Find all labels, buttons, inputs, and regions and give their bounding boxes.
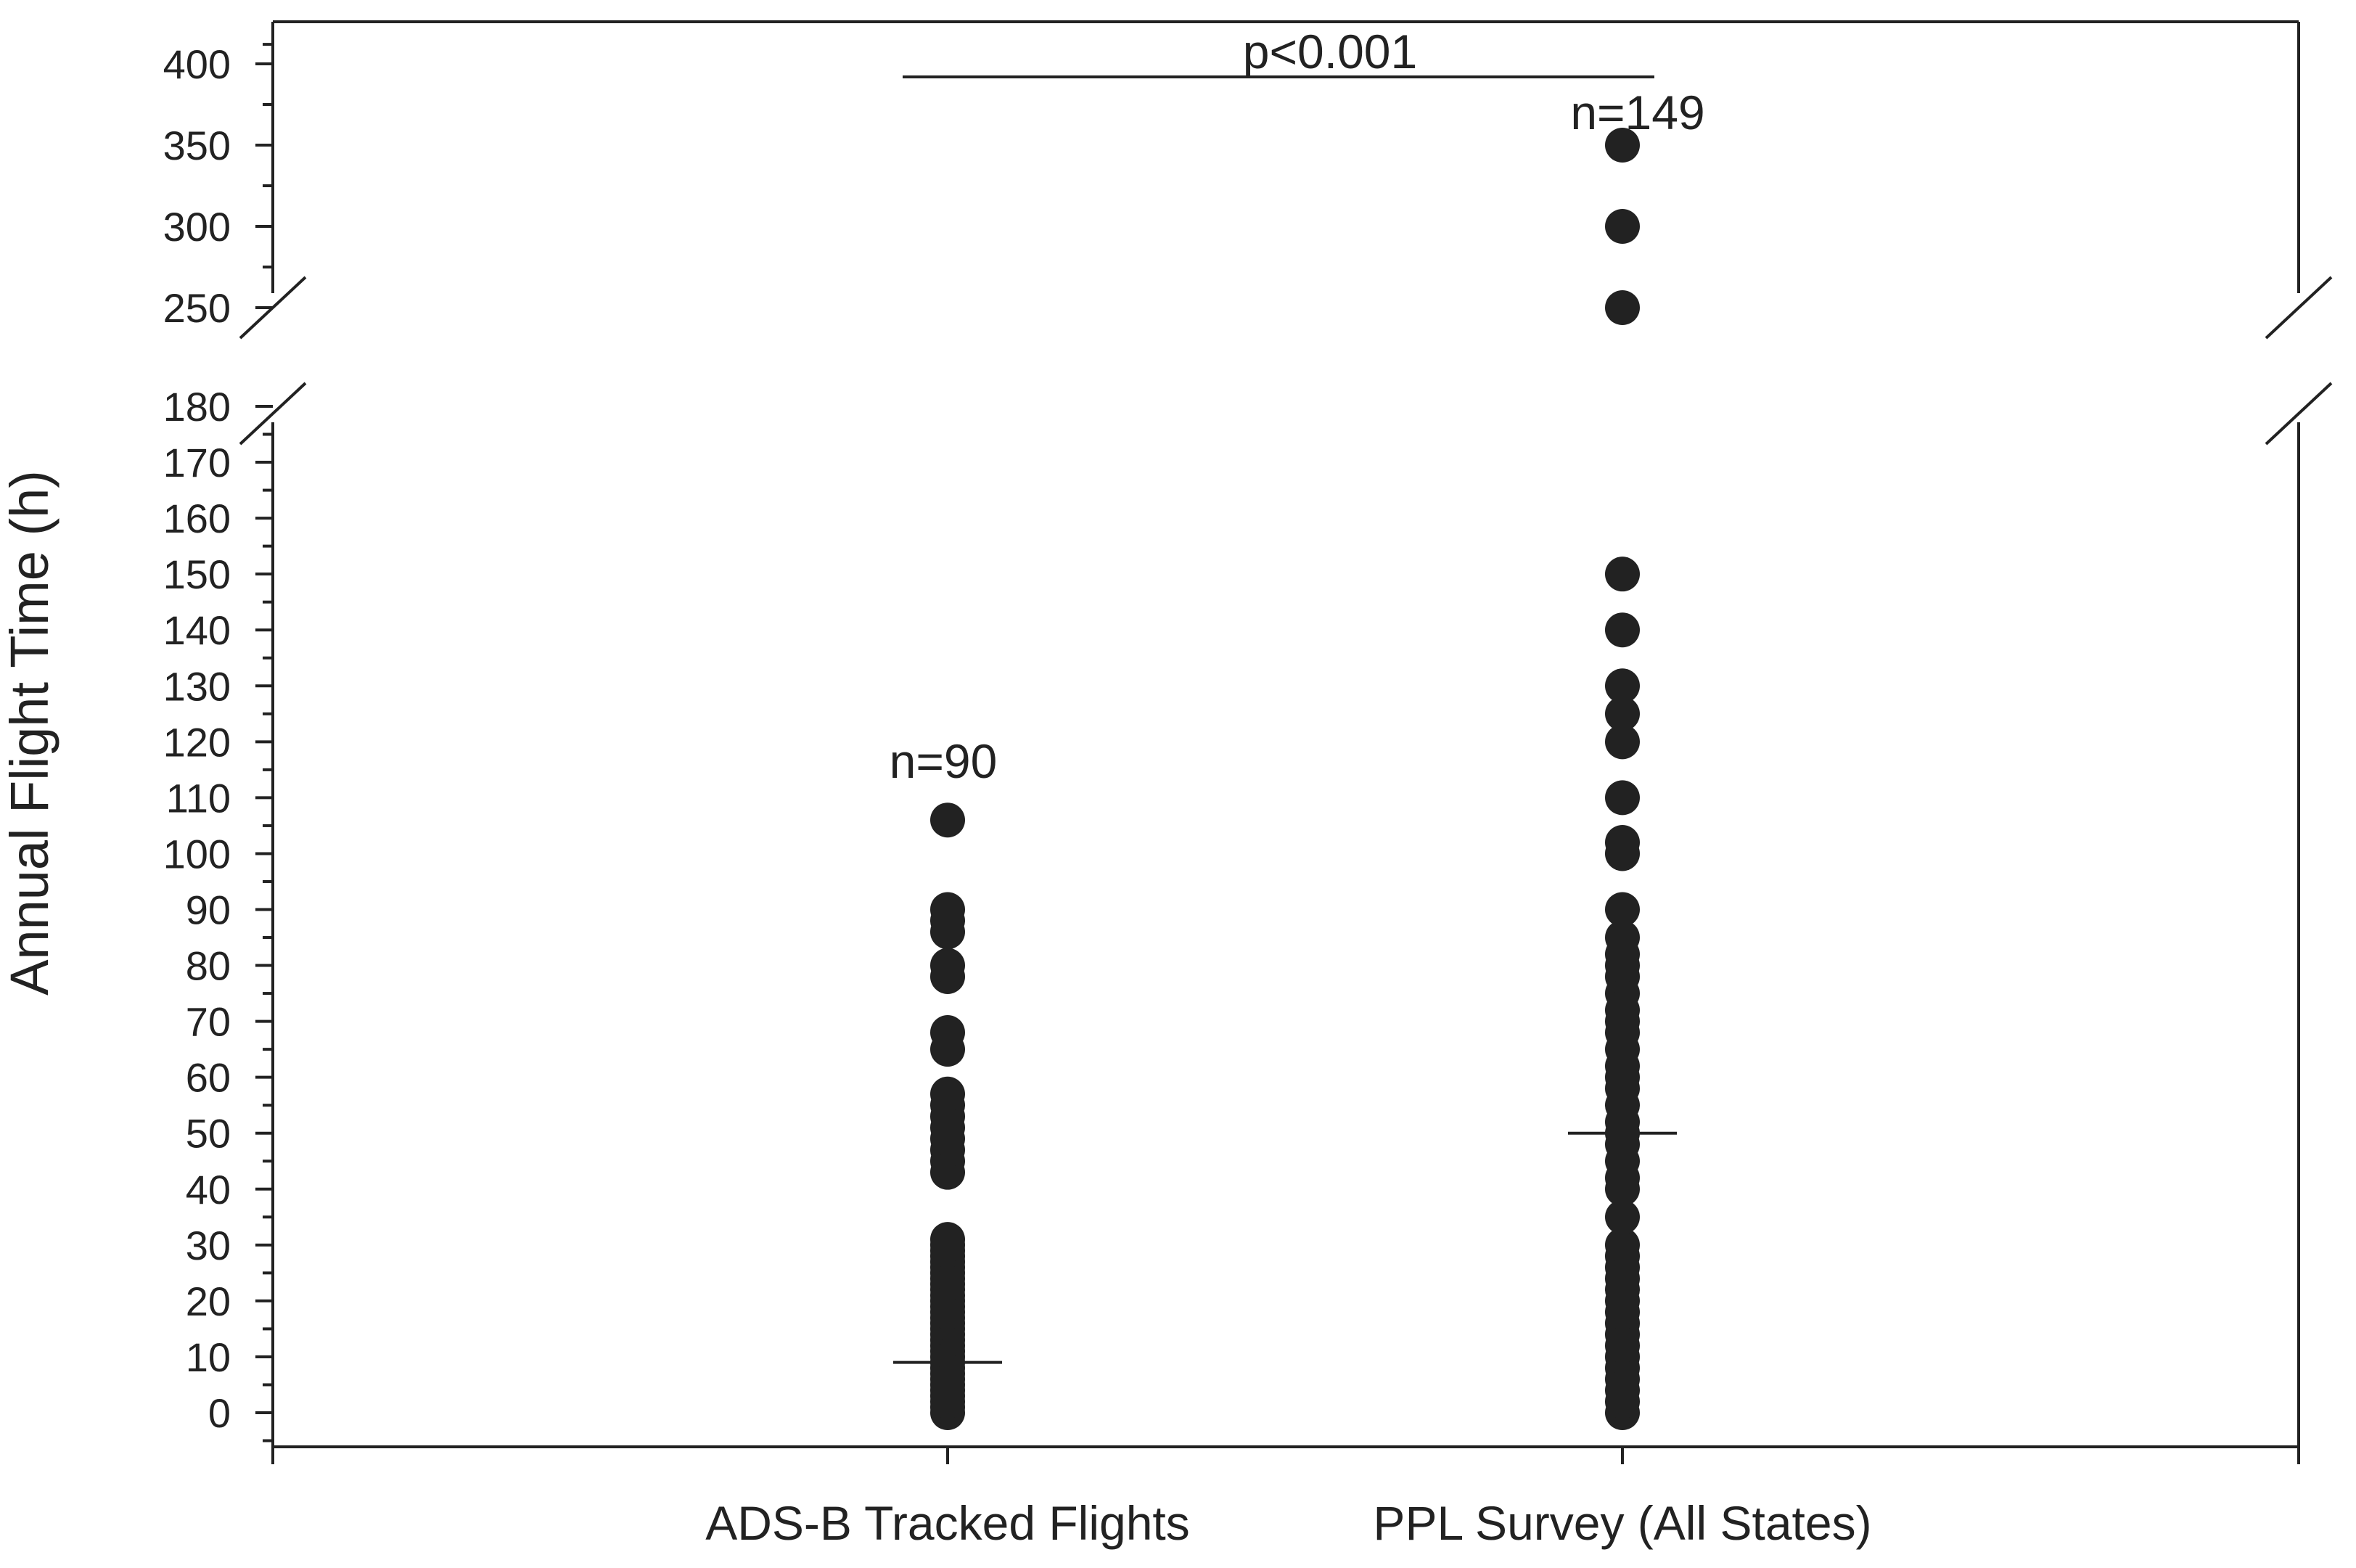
significance-label: p<0.001 bbox=[1243, 25, 1417, 78]
data-point bbox=[930, 1222, 965, 1257]
y-tick-label: 150 bbox=[163, 551, 231, 597]
y-tick-label: 140 bbox=[163, 607, 231, 653]
data-point bbox=[1605, 128, 1640, 163]
y-tick-label: 40 bbox=[186, 1167, 231, 1212]
data-points bbox=[930, 128, 1640, 1430]
y-tick-label: 0 bbox=[208, 1390, 231, 1436]
x-category-label-right: PPL Survey (All States) bbox=[1373, 1496, 1871, 1550]
data-point bbox=[1605, 557, 1640, 592]
data-point bbox=[1605, 668, 1640, 704]
median-lines bbox=[893, 1131, 1677, 1364]
data-point bbox=[1605, 612, 1640, 648]
y-tick-label: 100 bbox=[163, 831, 231, 877]
data-point bbox=[1605, 1227, 1640, 1263]
y-tick-label: 170 bbox=[163, 440, 231, 485]
y-tick-label: 60 bbox=[186, 1055, 231, 1101]
data-point bbox=[1605, 892, 1640, 927]
data-point bbox=[930, 1076, 965, 1112]
data-point bbox=[1605, 290, 1640, 325]
data-point bbox=[1605, 1199, 1640, 1235]
axis-break-left-lower bbox=[239, 382, 307, 446]
y-tick-label: 120 bbox=[163, 719, 231, 765]
data-point bbox=[1605, 209, 1640, 244]
y-tick-label: 300 bbox=[163, 204, 231, 250]
axis-break-right-lower bbox=[2265, 382, 2333, 446]
axis-break-marks bbox=[239, 276, 2333, 446]
y-tick-label: 180 bbox=[163, 384, 231, 430]
sample-size-right: n=149 bbox=[1570, 86, 1704, 139]
data-point bbox=[930, 948, 965, 983]
y-tick-label: 70 bbox=[186, 999, 231, 1045]
x-axis-ticks bbox=[271, 1447, 2300, 1464]
y-axis-title: Annual Flight Time (h) bbox=[0, 470, 59, 996]
data-point bbox=[930, 803, 965, 838]
y-tick-label: 50 bbox=[186, 1111, 231, 1157]
axis-break-right-upper bbox=[2265, 276, 2333, 340]
y-tick-label: 130 bbox=[163, 663, 231, 709]
data-point bbox=[1605, 696, 1640, 731]
y-tick-label: 400 bbox=[163, 41, 231, 87]
data-point bbox=[1605, 724, 1640, 760]
sample-size-left: n=90 bbox=[890, 734, 998, 788]
plot-frame bbox=[271, 20, 2300, 1448]
y-tick-label: 350 bbox=[163, 123, 231, 168]
x-category-label-left: ADS-B Tracked Flights bbox=[705, 1496, 1190, 1550]
y-tick-label: 160 bbox=[163, 496, 231, 541]
y-tick-label: 250 bbox=[163, 285, 231, 331]
data-point bbox=[1605, 920, 1640, 956]
y-tick-label: 10 bbox=[186, 1334, 231, 1380]
y-tick-label: 110 bbox=[166, 775, 231, 821]
data-point bbox=[1605, 825, 1640, 861]
y-axis-ticks: 0 10 20 30 40 50 60 70 80 90 100 110 120 130 140 150 160… bbox=[163, 41, 273, 1442]
y-tick-label: 90 bbox=[186, 887, 231, 933]
data-point bbox=[1605, 780, 1640, 816]
y-tick-label: 80 bbox=[186, 943, 231, 989]
data-point bbox=[930, 892, 965, 927]
y-tick-label: 30 bbox=[186, 1223, 231, 1268]
data-point bbox=[930, 1015, 965, 1051]
y-tick-label: 20 bbox=[186, 1278, 231, 1324]
